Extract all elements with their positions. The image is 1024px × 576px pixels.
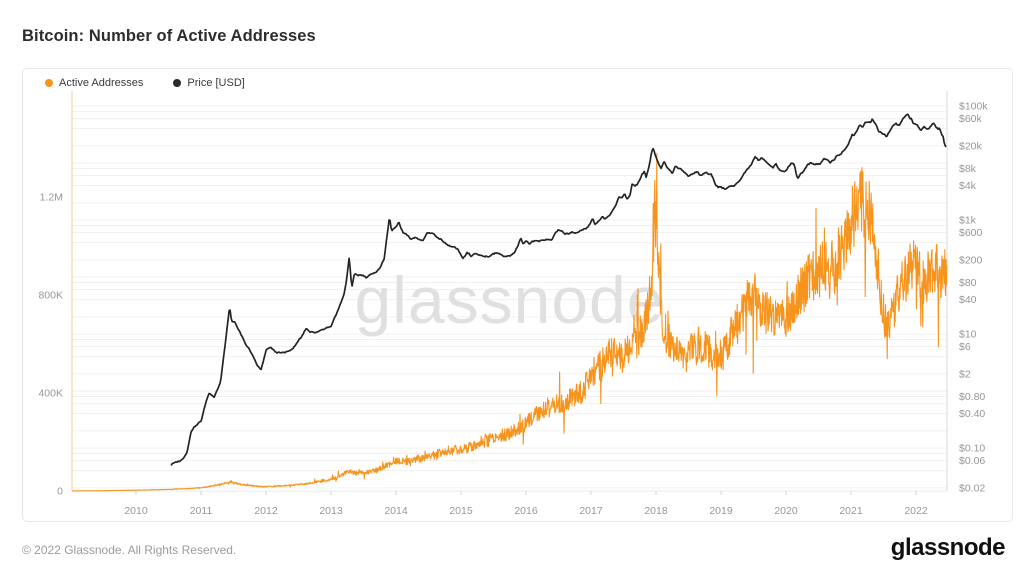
legend-label: Active Addresses: [59, 77, 144, 89]
left-axis-tick-label: 400K: [38, 388, 63, 400]
chart-card: Active Addresses Price [USD] glassnode 20…: [22, 68, 1013, 522]
right-axis-tick-label: $200: [959, 254, 983, 266]
right-axis-tick-label: $100k: [959, 101, 988, 113]
right-axis-tick-label: $8k: [959, 163, 977, 175]
right-axis-tick-label: $0.80: [959, 391, 985, 403]
legend-item-price-usd[interactable]: Price [USD]: [173, 77, 245, 89]
black-dot-icon: [173, 79, 182, 87]
page-title: Bitcoin: Number of Active Addresses: [22, 27, 316, 45]
chart-legend: Active Addresses Price [USD]: [45, 77, 245, 89]
legend-label: Price [USD]: [187, 77, 245, 89]
right-axis-tick-label: $600: [959, 227, 983, 239]
right-axis-tick-label: $10: [959, 329, 977, 341]
x-axis-tick-label: 2013: [319, 505, 343, 517]
right-axis-tick-label: $6: [959, 341, 971, 353]
x-axis-tick-label: 2016: [514, 505, 538, 517]
right-axis-tick-label: $0.40: [959, 408, 985, 420]
copyright-text: © 2022 Glassnode. All Rights Reserved.: [22, 543, 237, 557]
glassnode-logo: glassnode: [890, 534, 1006, 561]
x-axis-tick-label: 2015: [449, 505, 473, 517]
chart-canvas[interactable]: glassnode 2010 2011 2012 2013 2014 2015 2016 201…: [23, 69, 1012, 521]
right-axis-tick-label: $20k: [959, 140, 983, 152]
legend-item-active-addresses[interactable]: Active Addresses: [45, 77, 143, 89]
right-axis-tick-label: $60k: [959, 113, 983, 125]
left-axis-tick-label: 800K: [38, 290, 63, 302]
left-axis-tick-label: 0: [57, 486, 63, 498]
series-price-usd: [170, 113, 947, 466]
x-axis-tick-label: 2022: [904, 505, 928, 517]
x-axis-tick-label: 2020: [774, 505, 798, 517]
x-axis-tick-label: 2011: [190, 505, 213, 517]
series-active-addresses: [71, 152, 948, 492]
x-axis-tick-label: 2010: [124, 505, 148, 517]
right-axis-tick-label: $0.02: [959, 482, 985, 494]
x-axis-tick-label: 2021: [839, 505, 863, 517]
left-axis-tick-label: 1.2M: [40, 192, 63, 204]
right-axis-tick-label: $0.06: [959, 455, 985, 467]
right-axis-tick-label: $0.10: [959, 443, 985, 455]
watermark-text: glassnode: [355, 263, 665, 337]
x-axis-tick-label: 2018: [644, 505, 668, 517]
orange-dot-icon: [45, 79, 53, 87]
x-axis-tick-label: 2017: [579, 505, 603, 517]
right-axis-tick-label: $2: [959, 368, 971, 380]
x-axis-tick-label: 2012: [254, 505, 278, 517]
x-axis-tick-label: 2019: [709, 505, 733, 517]
right-axis-tick-label: $1k: [959, 215, 977, 227]
right-axis-tick-label: $80: [959, 277, 977, 289]
right-axis-tick-label: $40: [959, 294, 977, 306]
x-axis-tick-label: 2014: [384, 505, 408, 517]
right-axis-tick-label: $4k: [959, 180, 977, 192]
